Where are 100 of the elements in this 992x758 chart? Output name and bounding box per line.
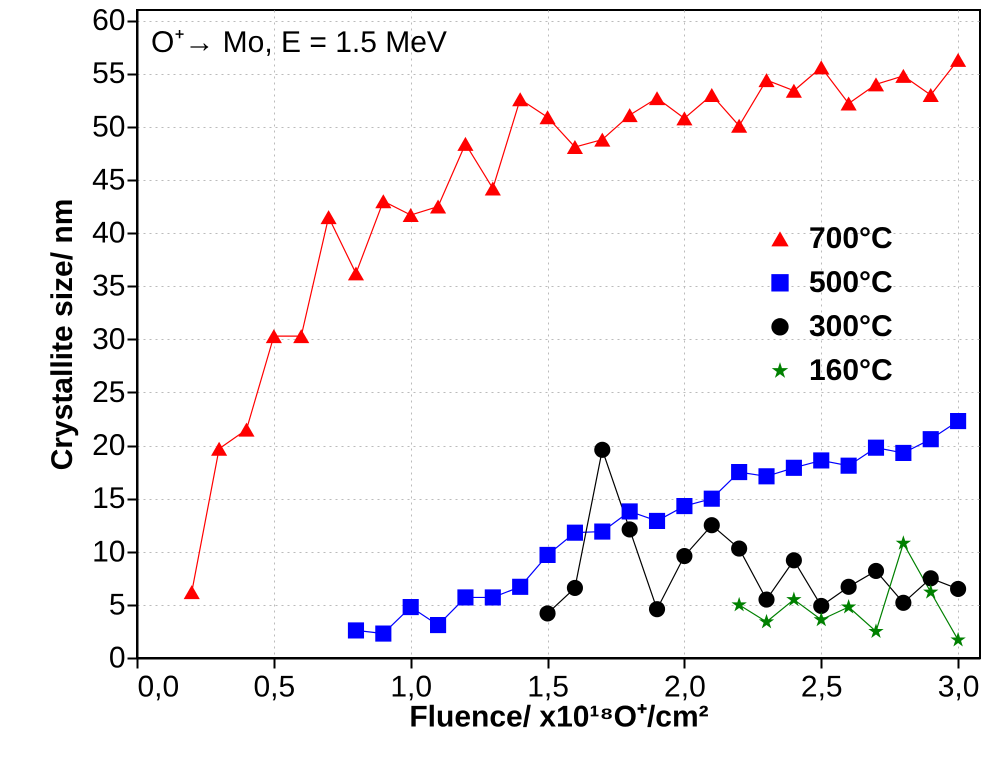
x-tick-label: 0,0 <box>138 670 180 704</box>
x-axis-title: Fluence/ x10¹⁸O⁺/cm² <box>409 700 709 734</box>
point <box>758 592 775 608</box>
point <box>512 578 528 595</box>
point <box>676 111 692 126</box>
x-tick-label: 2,0 <box>664 670 706 704</box>
point <box>950 632 966 646</box>
point <box>375 194 392 208</box>
y-tick-label: 15 <box>92 482 126 516</box>
point <box>266 329 282 344</box>
point <box>813 452 830 468</box>
point <box>375 626 392 642</box>
point <box>184 585 200 600</box>
point <box>895 444 912 462</box>
point <box>539 110 556 124</box>
point <box>648 512 666 530</box>
point <box>950 413 966 430</box>
point <box>402 598 419 616</box>
point <box>430 200 446 214</box>
point <box>813 598 830 614</box>
point <box>731 118 748 133</box>
point <box>539 546 556 564</box>
y-tick-label: 30 <box>92 322 126 356</box>
y-tick-label: 10 <box>92 535 126 568</box>
point <box>758 614 774 628</box>
point <box>923 584 938 599</box>
point <box>840 458 857 474</box>
point <box>922 88 939 102</box>
point <box>868 562 884 579</box>
x-tick-label: 2,5 <box>800 670 843 704</box>
x-tick-label: 1,0 <box>390 670 432 704</box>
point <box>840 96 857 110</box>
point <box>676 498 692 514</box>
y-axis-title: Crystallite size/ nm <box>46 198 80 470</box>
y-tick-label: 40 <box>92 216 126 250</box>
point <box>704 88 720 102</box>
legend-label: 160°C <box>809 354 893 387</box>
point <box>786 592 802 606</box>
y-tick-label: 50 <box>92 110 126 144</box>
point <box>648 91 666 106</box>
point <box>402 208 419 222</box>
point <box>922 570 939 586</box>
legend-label: 300°C <box>809 310 893 343</box>
point <box>512 92 528 106</box>
y-tick-label: 55 <box>92 57 126 90</box>
legend-label: 700°C <box>809 222 893 255</box>
point <box>622 503 638 520</box>
point <box>704 517 720 534</box>
x-tick-label: 0,5 <box>253 670 296 704</box>
point <box>430 617 446 634</box>
point <box>293 329 310 344</box>
legend-label: 500°C <box>809 266 893 299</box>
point <box>840 598 856 614</box>
annotation: O⁺→ Mo, E = 1.5 MeV <box>151 26 447 59</box>
point <box>786 552 802 568</box>
y-tick-label: 5 <box>108 588 126 622</box>
point <box>622 108 638 122</box>
point <box>566 524 583 541</box>
point <box>348 622 364 638</box>
point <box>922 431 939 448</box>
point <box>566 580 583 596</box>
point <box>868 440 884 456</box>
point <box>731 596 747 612</box>
y-tick-label: 0 <box>108 642 126 674</box>
point <box>484 589 501 606</box>
point <box>211 442 228 456</box>
point <box>457 589 474 606</box>
point <box>868 623 884 638</box>
point <box>238 422 255 437</box>
point <box>813 60 830 74</box>
point <box>594 442 610 458</box>
x-tick-label: 3,0 <box>938 670 980 704</box>
point <box>950 580 966 597</box>
point <box>840 578 857 595</box>
point <box>648 601 666 618</box>
point <box>566 140 583 154</box>
y-tick-label: 20 <box>92 429 126 462</box>
point <box>731 464 748 480</box>
point <box>731 540 748 557</box>
point <box>676 548 692 564</box>
point <box>786 84 802 98</box>
y-tick-label: 25 <box>92 376 126 409</box>
y-tick-label: 60 <box>92 4 126 38</box>
point <box>895 68 912 83</box>
point <box>786 460 802 476</box>
point <box>594 132 610 147</box>
point <box>950 52 966 67</box>
point <box>895 594 912 611</box>
x-tick-label: 1,5 <box>527 670 569 704</box>
point <box>484 181 501 196</box>
point <box>539 605 556 622</box>
point <box>814 612 829 626</box>
point <box>896 535 912 550</box>
point <box>457 136 474 151</box>
point <box>594 524 610 540</box>
point <box>348 266 364 280</box>
point <box>868 77 884 92</box>
point <box>622 521 638 538</box>
y-tick-label: 35 <box>92 270 126 303</box>
point <box>758 73 775 88</box>
